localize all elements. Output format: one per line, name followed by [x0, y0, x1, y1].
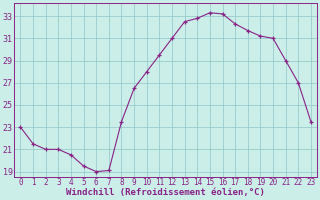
X-axis label: Windchill (Refroidissement éolien,°C): Windchill (Refroidissement éolien,°C) — [66, 188, 265, 197]
